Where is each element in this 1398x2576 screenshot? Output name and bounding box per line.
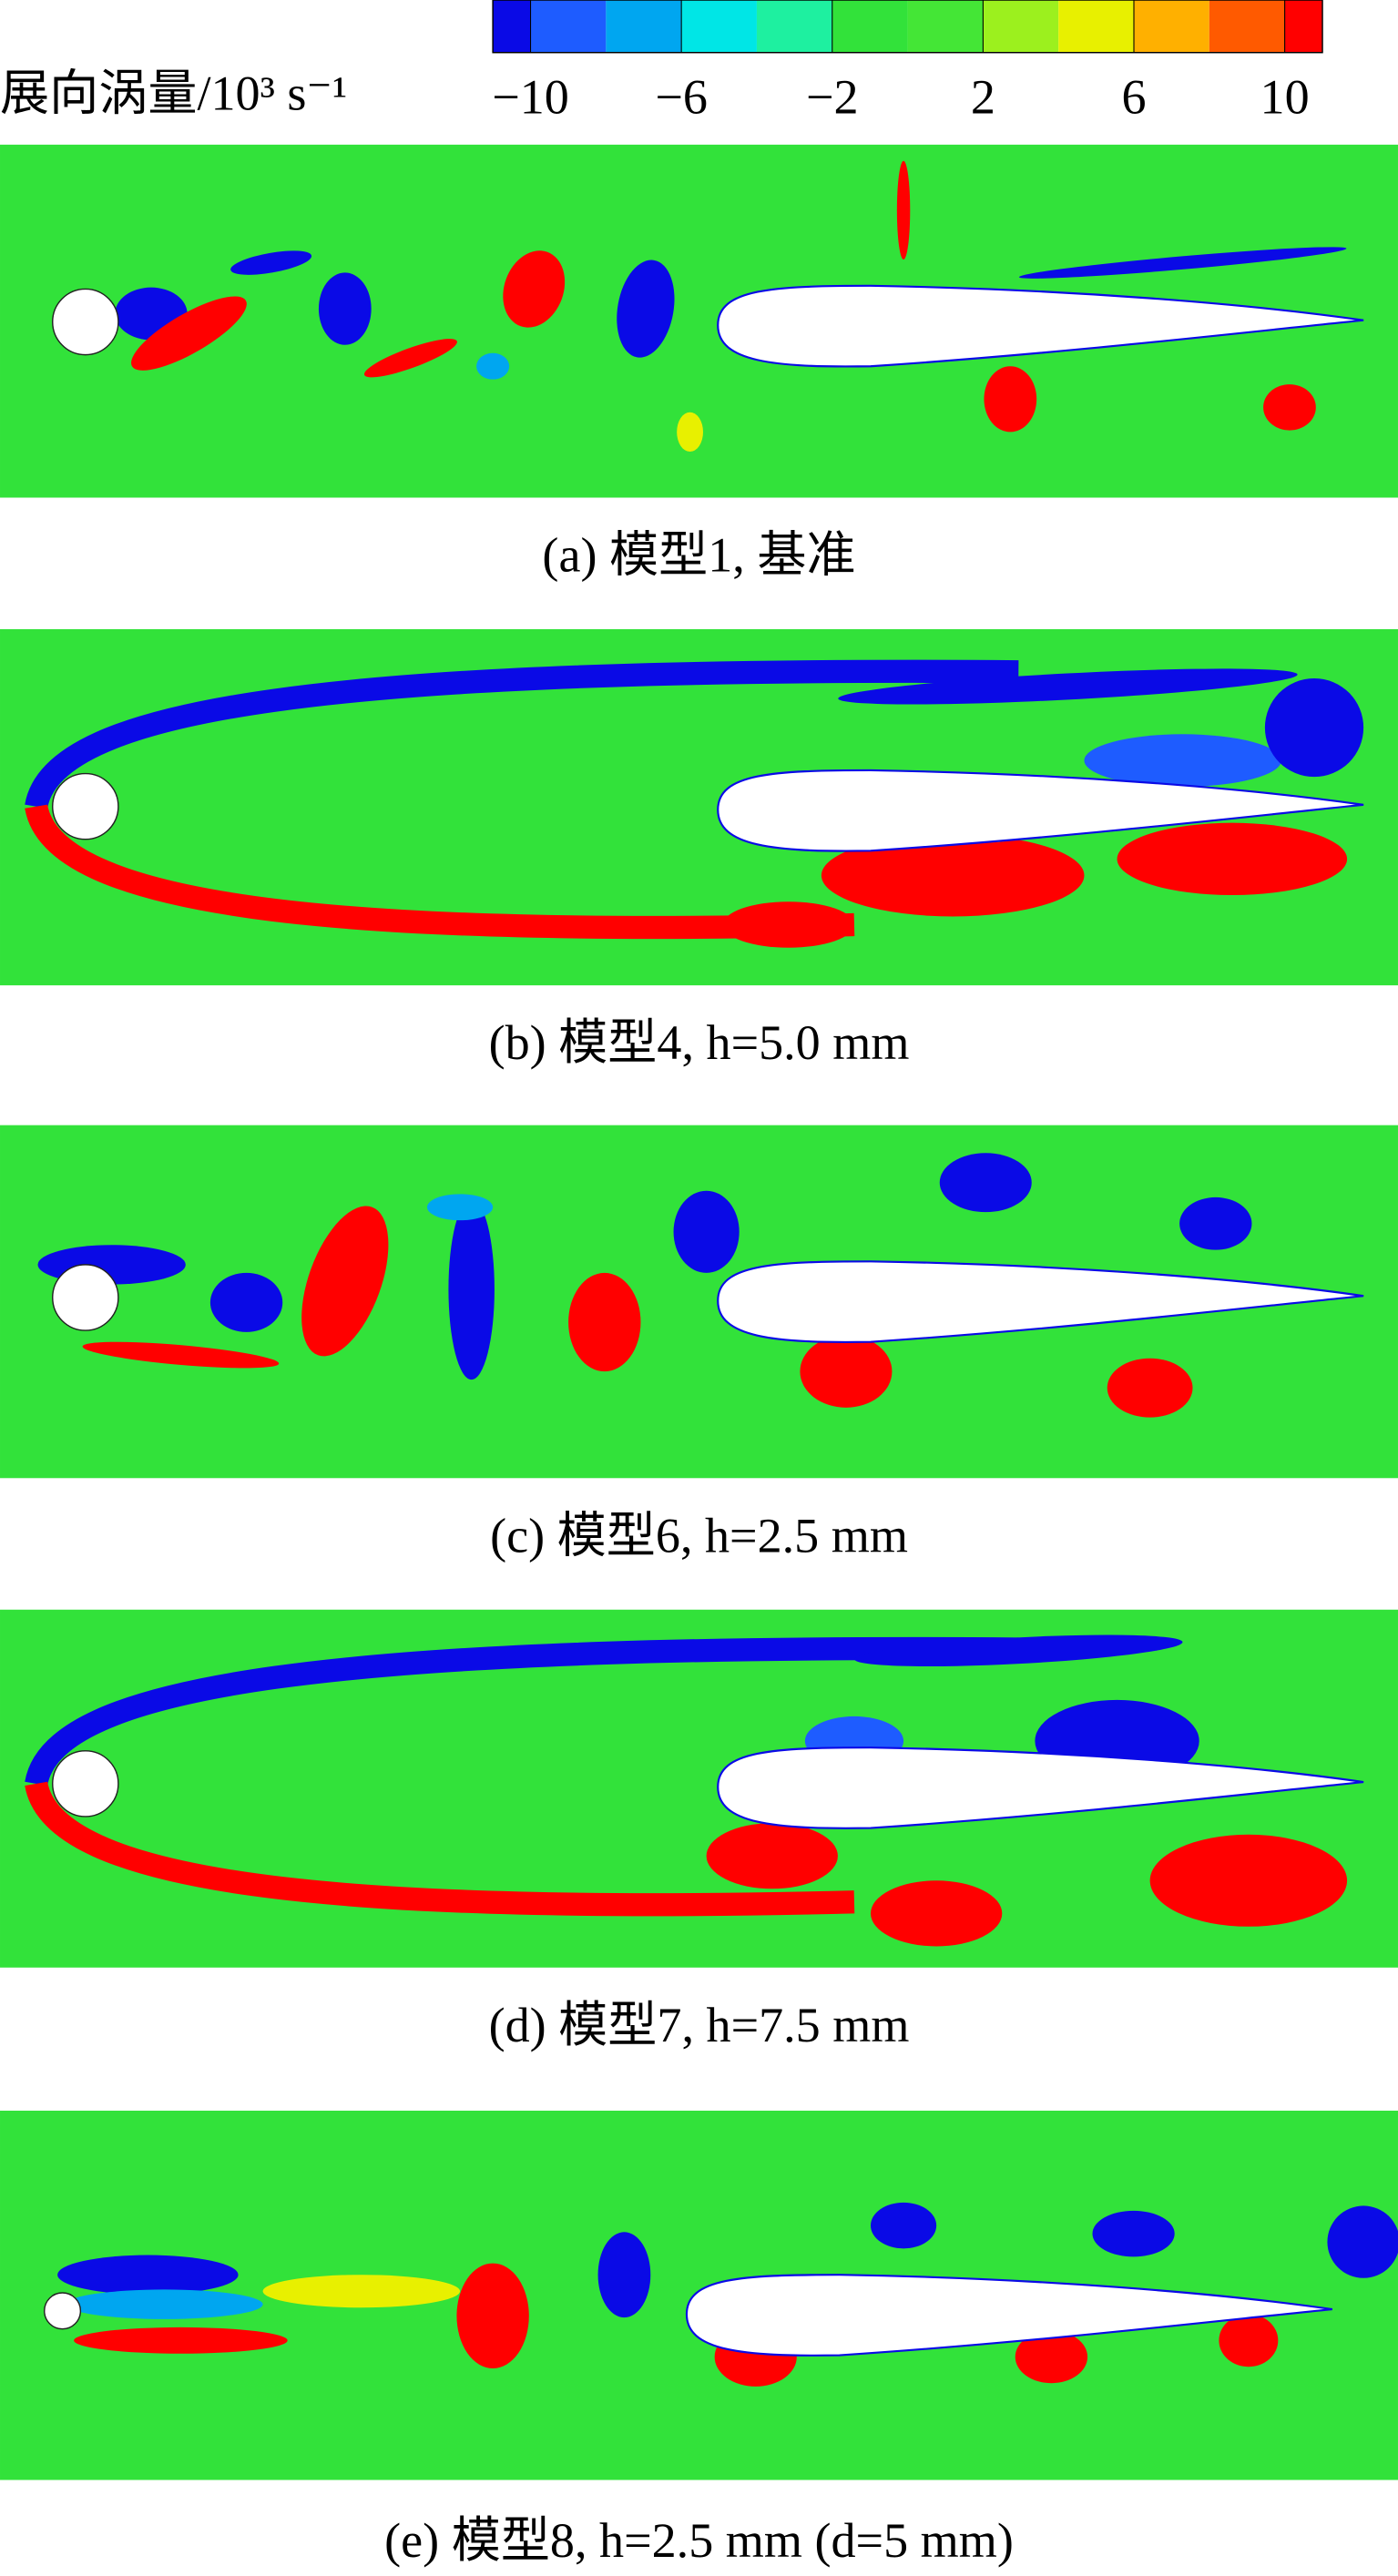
- panel-caption: (b) 模型4, h=5.0 mm: [489, 1015, 910, 1070]
- vortex: [706, 1823, 838, 1889]
- airfoil: [717, 284, 1364, 368]
- shear-layer-upper: [25, 659, 1019, 809]
- panel-caption: (a) 模型1, 基准: [542, 528, 855, 583]
- vortex: [1179, 1196, 1252, 1250]
- colorbar-tick-label: 6: [1121, 69, 1146, 124]
- vortex: [984, 366, 1037, 433]
- vortex: [677, 412, 704, 453]
- colorbar-bin: [530, 0, 607, 53]
- contour-panel: [0, 628, 1398, 986]
- vortex: [131, 296, 247, 371]
- panel-caption: (d) 模型7, h=7.5 mm: [489, 1998, 910, 2052]
- panel-content: [0, 2110, 1398, 2480]
- vortex: [870, 2202, 937, 2249]
- vortex: [426, 1194, 494, 1221]
- contour-panel: [0, 1609, 1398, 1968]
- contour-panel: [0, 1125, 1398, 1479]
- vortex: [838, 668, 1298, 705]
- vortex: [57, 2255, 239, 2295]
- cylinder: [52, 1750, 119, 1817]
- panel-caption: (e) 模型8, h=2.5 mm (d=5 mm): [384, 2513, 1014, 2568]
- vortex: [301, 1206, 389, 1357]
- vortex: [617, 260, 675, 358]
- colorbar-bin: [1284, 0, 1323, 53]
- colorbar-bin: [907, 0, 984, 53]
- colorbar-tick-label: −10: [492, 69, 569, 124]
- shear-layer-lower: [25, 803, 855, 940]
- colorbar-bin: [681, 0, 757, 53]
- vortex: [821, 834, 1085, 917]
- shear-layer-lower: [25, 1781, 855, 1917]
- vortex: [1263, 384, 1316, 431]
- vortex: [66, 2289, 263, 2319]
- vortex: [82, 1341, 280, 1369]
- cylinder: [43, 2292, 82, 2330]
- vortex: [74, 2327, 288, 2354]
- contour-panel: [0, 144, 1398, 498]
- vortex: [870, 1880, 1003, 1947]
- vortex: [1084, 734, 1281, 787]
- vortex: [209, 1272, 283, 1332]
- vortex: [1149, 1834, 1348, 1927]
- airfoil: [685, 2274, 1332, 2357]
- vortex: [896, 160, 911, 260]
- vortex: [476, 352, 510, 380]
- colorbar-bin: [1134, 0, 1209, 53]
- cylinder: [52, 1264, 119, 1331]
- vortex: [230, 250, 312, 275]
- vortex: [939, 1153, 1032, 1213]
- vortex: [448, 1198, 495, 1380]
- vortex: [1107, 1358, 1193, 1418]
- panel-content: [0, 628, 1398, 986]
- vortex: [673, 1190, 740, 1273]
- colorbar-tick-label: −6: [655, 69, 708, 124]
- panel-caption: (c) 模型6, h=2.5 mm: [490, 1508, 908, 1563]
- airfoil: [717, 1260, 1364, 1343]
- vortex: [1015, 2330, 1088, 2384]
- colorbar-bin: [756, 0, 832, 53]
- colorbar-bin: [1058, 0, 1135, 53]
- colorbar-frame: [492, 0, 1323, 54]
- colorbar-bin: [493, 0, 531, 53]
- vortex: [568, 1272, 641, 1372]
- vortex: [1219, 2314, 1279, 2367]
- vortex: [722, 901, 854, 948]
- shear-layer-upper: [25, 1636, 1019, 1787]
- cylinder: [52, 288, 119, 356]
- colorbar-tick-label: 10: [1260, 69, 1310, 124]
- vortex: [363, 339, 457, 378]
- vortex: [318, 272, 372, 345]
- vortex: [262, 2275, 461, 2308]
- colorbar-tick-label: 2: [971, 69, 995, 124]
- vortex: [1117, 822, 1348, 896]
- colorbar-bin: [606, 0, 682, 53]
- vortex: [1264, 677, 1364, 778]
- vortex: [800, 1335, 893, 1408]
- panel-content: [0, 1609, 1398, 1968]
- vortex: [456, 2263, 529, 2369]
- colorbar-bin: [832, 0, 908, 53]
- vortex: [597, 2232, 651, 2318]
- airfoil: [717, 769, 1364, 852]
- colorbar-bin: [983, 0, 1059, 53]
- colorbar-title: 展向涡量/10³ s⁻¹: [0, 66, 347, 121]
- cylinder: [52, 772, 119, 840]
- vortex: [503, 250, 566, 328]
- contour-panel: [0, 2110, 1398, 2480]
- colorbar-bin: [1209, 0, 1285, 53]
- vortex: [1019, 247, 1347, 279]
- panel-content: [0, 144, 1398, 498]
- vortex: [854, 1634, 1183, 1666]
- vortex: [1092, 2210, 1175, 2257]
- vortex: [1327, 2205, 1398, 2278]
- colorbar-tick-label: −2: [806, 69, 859, 124]
- airfoil: [717, 1746, 1364, 1829]
- panel-content: [0, 1125, 1398, 1479]
